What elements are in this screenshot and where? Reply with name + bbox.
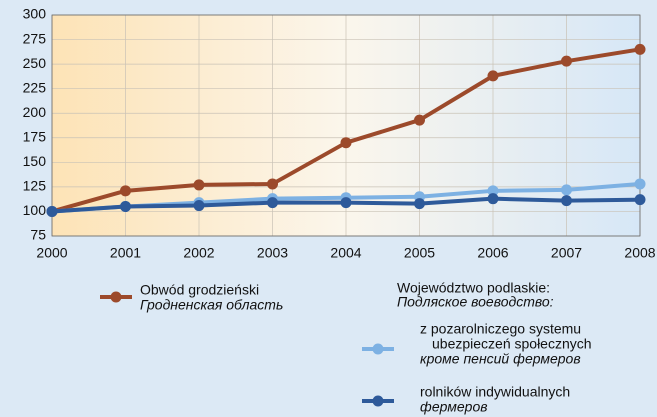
point: [561, 55, 572, 67]
legend-group-title: Подляское воеводство:: [397, 294, 554, 310]
x-tick-label: 2004: [330, 245, 361, 261]
legend-label: Гродненская область: [140, 297, 283, 313]
point: [487, 70, 499, 82]
point: [487, 193, 499, 205]
y-tick-label: 150: [23, 153, 47, 169]
y-tick-label: 275: [23, 30, 47, 46]
x-tick-label: 2007: [551, 245, 582, 261]
point: [561, 184, 572, 196]
point: [267, 178, 278, 190]
legend-group-title: Województwo podlaskie:: [397, 280, 550, 296]
point: [414, 114, 425, 126]
legend-label: фермеров: [420, 399, 488, 415]
point: [340, 137, 352, 149]
point: [487, 185, 499, 197]
y-tick-label: 200: [23, 104, 47, 120]
point: [193, 179, 205, 191]
legend-marker: [110, 291, 122, 303]
y-tick-label: 75: [30, 227, 46, 243]
point: [634, 178, 646, 190]
x-tick-label: 2002: [183, 245, 214, 261]
point: [46, 205, 58, 217]
legend-label: rolników indywidualnych: [420, 384, 570, 400]
y-tick-label: 225: [23, 79, 47, 95]
x-tick-label: 2008: [624, 245, 655, 261]
y-tick-label: 125: [23, 178, 47, 194]
point: [414, 198, 425, 210]
point: [120, 201, 131, 213]
legend-label: кроме пенсий фермеров: [420, 351, 581, 367]
point: [340, 197, 352, 209]
point: [634, 194, 646, 206]
legend-marker: [372, 395, 384, 407]
point: [561, 195, 572, 207]
legend-label: z pozarolniczego systemu: [420, 321, 581, 337]
legend-label: ubezpieczeń społecznych: [432, 336, 592, 352]
y-tick-label: 250: [23, 55, 47, 71]
x-tick-label: 2005: [404, 245, 435, 261]
x-tick-label: 2001: [110, 245, 141, 261]
point: [120, 185, 131, 197]
point: [634, 43, 646, 55]
x-tick-label: 2003: [257, 245, 288, 261]
legend-label: Obwód grodzieński: [140, 282, 259, 298]
y-tick-label: 300: [23, 6, 47, 22]
x-tick-label: 2000: [36, 245, 67, 261]
plot-border: [51, 14, 641, 237]
point: [267, 197, 278, 209]
y-tick-label: 100: [23, 202, 47, 218]
point: [193, 200, 205, 212]
y-tick-label: 175: [23, 128, 47, 144]
x-tick-label: 2006: [477, 245, 508, 261]
legend-marker: [372, 343, 384, 355]
